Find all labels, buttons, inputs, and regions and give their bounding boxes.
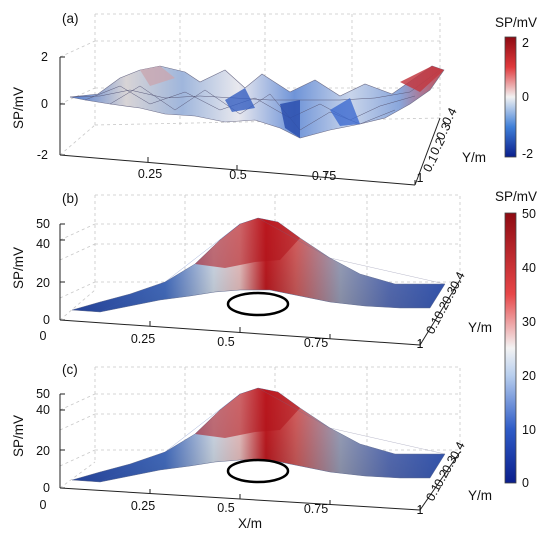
panel-c-xtick-3: 0.75 (304, 502, 328, 516)
panel-b-letter: (b) (62, 191, 79, 206)
panel-b-ztick-1: 20 (36, 276, 50, 290)
panel-b-ztick-2: 40 (36, 237, 50, 251)
panel-b-xtick-3: 0.75 (304, 336, 328, 350)
colorbar-b-title: SP/mV (495, 189, 537, 204)
panel-a-ztick-0: -2 (37, 148, 48, 162)
colorbar-b-tick-5: 50 (522, 207, 536, 221)
panel-c-xtick-4: 1 (417, 503, 424, 517)
panel-b-ztick-0: 0 (43, 313, 50, 327)
panel-c-surface (71, 387, 446, 483)
colorbar-b-tick-4: 40 (522, 261, 536, 275)
colorbar-a-title: SP/mV (495, 15, 537, 30)
panel-a-grid (59, 13, 441, 156)
panel-c-xlabel: X/m (238, 516, 262, 531)
panel-c-ylabel: Y/m (468, 488, 492, 503)
panel-b-xtick-0: 0 (40, 329, 47, 343)
colorbar-b-tick-1: 10 (522, 423, 536, 437)
colorbar-b-tick-3: 30 (522, 315, 536, 329)
panel-c-ztick-0: 0 (43, 481, 50, 495)
panel-a-xtick-1: 0.5 (229, 168, 246, 182)
panel-b-anomaly-outline (226, 291, 290, 317)
panel-c-letter: (c) (62, 362, 78, 377)
panel-a-ztick-1: 0 (41, 97, 48, 111)
panel-b-ztick-3: 50 (36, 217, 50, 231)
panel-a-ylabel: Y/m (462, 150, 486, 165)
panel-c-xtick-2: 0.5 (217, 501, 234, 515)
panel-b-zlabel: SP/mV (11, 247, 26, 289)
panel-a-surface (69, 65, 445, 139)
colorbar-a-tick-2: 2 (522, 36, 529, 50)
panel-c-xtick-1: 0.25 (131, 499, 155, 513)
panel-b-xtick-2: 0.5 (217, 335, 234, 349)
panel-c-ztick-3: 50 (36, 387, 50, 401)
colorbar-b-tick-0: 0 (522, 476, 529, 490)
colorbar-a-tick-1: 0 (522, 90, 529, 104)
panel-c: (c) SP/mV 50 40 20 0 0 0.25 0.5 0.75 1 0… (11, 362, 492, 531)
colorbar-b-tick-2: 20 (522, 369, 536, 383)
panel-a-axes (59, 57, 441, 186)
panel-a-ztick-2: 2 (41, 50, 48, 64)
panel-b-ylabel: Y/m (468, 320, 492, 335)
panel-a: (a) SP/mV 2 0 -2 0.25 0.5 0.75 1 0.1 0.2… (11, 11, 537, 186)
colorbar-a (504, 36, 517, 158)
panel-a-letter: (a) (62, 11, 79, 26)
colorbar-b (504, 212, 517, 484)
panel-a-xtick-0: 0.25 (138, 167, 162, 181)
panel-a-zlabel: SP/mV (11, 87, 26, 129)
colorbar-a-tick-0: -2 (522, 147, 533, 161)
panel-c-ztick-1: 20 (36, 444, 50, 458)
panel-c-anomaly-outline (226, 458, 290, 484)
panel-c-ztick-2: 40 (36, 403, 50, 417)
panel-c-zlabel: SP/mV (11, 415, 26, 457)
panel-a-xtick-3: 1 (417, 171, 424, 185)
panel-b-xtick-4: 1 (417, 337, 424, 351)
panel-a-xtick-2: 0.75 (312, 169, 336, 183)
panel-b-xtick-1: 0.25 (131, 332, 155, 346)
panel-c-xtick-0: 0 (40, 498, 47, 512)
panel-b-surface (71, 217, 446, 313)
